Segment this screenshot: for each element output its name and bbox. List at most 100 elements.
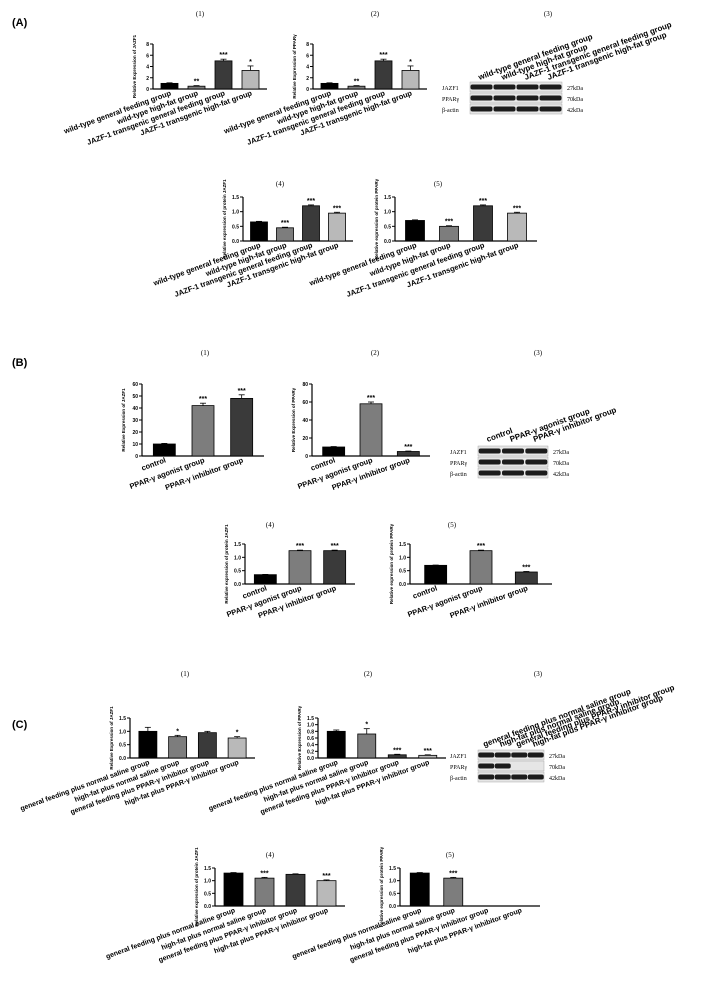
significance-mark: *** (404, 444, 412, 451)
panel-number: (4) (266, 851, 275, 859)
panel-number: (5) (434, 180, 443, 188)
y-tick-label: 50 (132, 394, 138, 400)
protein-label: JAZF1 (442, 86, 459, 92)
y-tick-label: 0.0 (232, 239, 239, 245)
bar (322, 446, 346, 457)
protein-label: PPARγ (450, 765, 467, 771)
panel-number: (1) (196, 10, 205, 18)
panel-number: (4) (266, 521, 275, 529)
y-tick-label: 0.0 (399, 582, 406, 588)
y-tick-label: 1.5 (384, 195, 391, 201)
bar (227, 737, 247, 759)
blot-band (511, 774, 528, 780)
chart-B4: (4) 0.0 0.5 1.0 1.5 Relative expression of pr… (224, 521, 355, 620)
y-tick-label: 0.0 (204, 904, 211, 910)
y-tick-label: 0 (135, 454, 138, 460)
protein-label: β-actin (450, 776, 467, 782)
blot-band (539, 95, 562, 101)
y-axis-label: Relative expression of protein PPARγ (379, 846, 384, 927)
molecular-weight-label: 42kDa (567, 108, 583, 114)
bar (359, 403, 383, 457)
y-tick-label: 1.5 (119, 716, 126, 722)
molecular-weight-label: 70kDa (553, 461, 569, 467)
significance-mark: *** (424, 748, 432, 755)
molecular-weight-label: 70kDa (567, 97, 583, 103)
molecular-weight-label: 27kDa (553, 450, 569, 456)
y-tick-label: 60 (132, 382, 138, 388)
western-blot-(C): (3)general feeding plus normal saline gr… (450, 670, 676, 783)
bar (168, 736, 188, 759)
y-axis-label: Relative expression of protein JAZF1 (222, 179, 227, 259)
blot-band (502, 470, 524, 476)
blot-band (494, 763, 511, 769)
y-tick-label: 1.0 (389, 879, 396, 885)
y-tick-label: 2 (306, 76, 309, 82)
significance-mark: *** (322, 873, 330, 880)
chart-C4: (4) 0.0 0.5 1.0 1.5 Relative expression of pr… (105, 847, 345, 964)
blot-band (478, 763, 495, 769)
y-tick-label: 0 (306, 87, 309, 93)
bar (326, 730, 346, 759)
significance-mark: *** (513, 205, 521, 212)
blot-strip (469, 81, 563, 93)
blot-band (478, 459, 501, 465)
y-tick-label: 0.0 (307, 756, 314, 762)
bar (473, 205, 493, 242)
y-tick-label: 0.5 (389, 891, 396, 897)
bar (401, 70, 420, 90)
y-tick-label: 0.5 (384, 224, 391, 230)
significance-mark: *** (367, 395, 375, 402)
y-tick-label: 1.0 (399, 555, 406, 561)
chart-B1: (1) 0 10 20 30 40 50 60 Relative Expression of J… (121, 349, 264, 492)
bar (323, 550, 347, 585)
panel-number: (5) (448, 521, 457, 529)
bar (160, 82, 179, 90)
significance-mark: ** (354, 79, 360, 86)
bar (320, 82, 339, 90)
significance-mark: *** (449, 870, 457, 877)
blot-band (525, 448, 548, 454)
blot-band (539, 106, 562, 112)
y-tick-label: 30 (132, 418, 138, 424)
blot-band (478, 448, 501, 454)
panel-number: (3) (534, 349, 543, 357)
y-tick-label: 60 (302, 400, 308, 406)
bar (223, 872, 244, 907)
y-axis-label: Relative Expression of JAZF1 (121, 388, 126, 452)
blot-band (502, 459, 524, 465)
blot-band (478, 752, 495, 758)
y-tick-label: 0.5 (232, 224, 239, 230)
molecular-weight-label: 42kDa (553, 472, 569, 478)
y-tick-label: 1.5 (232, 195, 239, 201)
bar (230, 397, 254, 457)
blot-band (525, 459, 548, 465)
significance-mark: *** (260, 870, 268, 877)
bar (250, 221, 268, 242)
panel-label: (C) (12, 719, 28, 731)
bar (443, 877, 464, 907)
protein-label: PPARγ (450, 461, 467, 467)
bar (288, 550, 312, 585)
bar (285, 873, 306, 907)
bar (253, 574, 277, 585)
y-tick-label: 1.0 (232, 210, 239, 216)
panel-number: (3) (544, 10, 553, 18)
protein-label: β-actin (442, 108, 459, 114)
y-tick-label: 0.5 (399, 569, 406, 575)
x-tick-label: general feeding plus PPAR-γ inhibitor gr… (349, 907, 489, 964)
y-tick-label: 0.0 (389, 904, 396, 910)
significance-mark: *** (522, 564, 530, 571)
western-blot-(A): (3)wild-type general feeding groupwild-t… (442, 10, 673, 115)
y-tick-label: 6 (306, 53, 309, 59)
blot-band (470, 84, 493, 90)
y-tick-label: 20 (302, 436, 308, 442)
bar (191, 405, 215, 457)
y-tick-label: 0.5 (234, 569, 241, 575)
bar (302, 205, 320, 242)
blot-strip (469, 103, 563, 115)
blot-band (470, 95, 493, 101)
significance-mark: *** (379, 52, 387, 59)
blot-band (516, 84, 539, 90)
bar (152, 443, 176, 457)
y-axis-label: Relative Expression of PPARγ (292, 34, 297, 99)
